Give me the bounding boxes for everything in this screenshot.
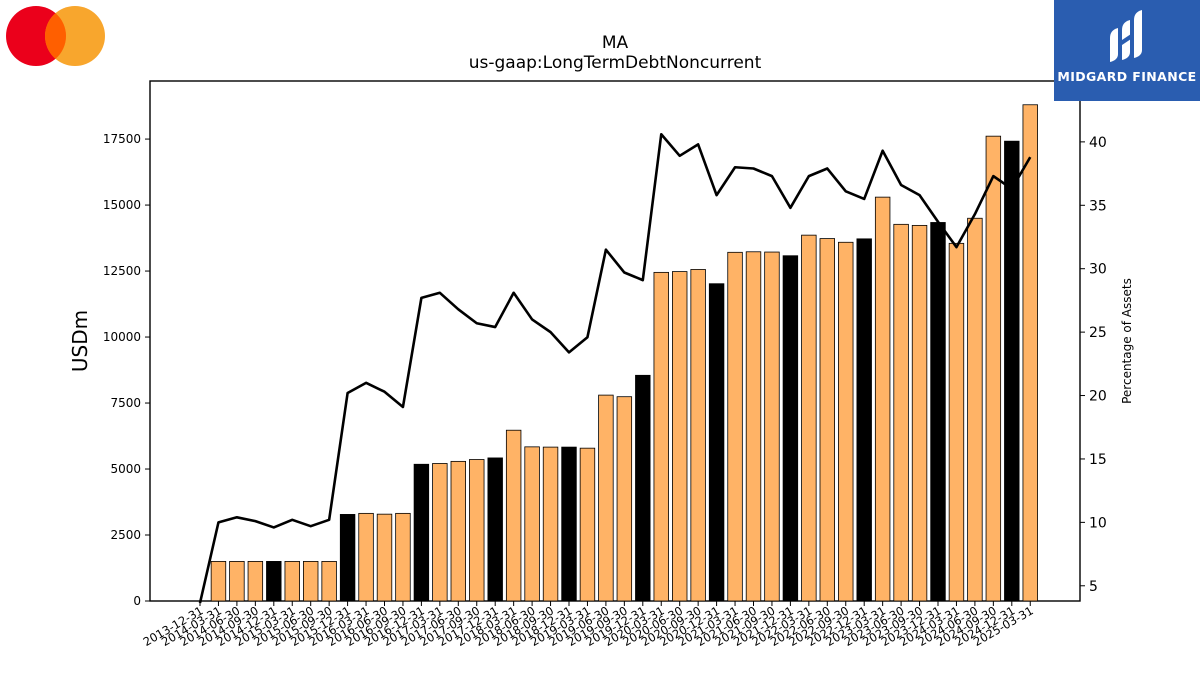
bar-2018-03-31 (505, 429, 522, 602)
bar-2024-09-30 (985, 135, 1002, 602)
bar-2019-03-31 (579, 447, 596, 602)
y2-tick-label-40: 40 (1089, 135, 1107, 151)
y-tick-label-5000: 5000 (110, 462, 141, 476)
bar-2015-03-31 (284, 561, 300, 602)
chart-subtitle: us-gaap:LongTermDebtNoncurrent (468, 53, 762, 73)
bar-2018-09-30 (542, 446, 559, 602)
bar-2022-03-31 (801, 234, 817, 602)
bar-2014-06-30 (229, 561, 245, 602)
y2-axis-label: Percentage of Assets (1120, 278, 1134, 404)
bar-2017-09-30 (469, 459, 485, 602)
bar-2015-06-30 (302, 561, 319, 602)
bar-2021-09-30 (764, 251, 780, 602)
bar-2020-09-30 (690, 269, 706, 602)
midgard-finance-text: MIDGARD FINANCE (1057, 69, 1197, 84)
y2-tick-label-25: 25 (1089, 325, 1107, 341)
midgard-mark-icon (1110, 10, 1142, 62)
bar-2024-06-30 (967, 217, 983, 602)
bar-2021-03-31 (727, 251, 743, 602)
plot-frame (149, 80, 1081, 602)
y2-tick-label-15: 15 (1089, 452, 1107, 468)
bar-2020-12-31 (708, 283, 725, 602)
bar-2020-06-30 (672, 271, 688, 602)
bar-2016-12-31 (413, 463, 430, 602)
chart-title: MA (601, 33, 629, 53)
bar-2018-06-30 (524, 446, 540, 602)
y-tick-label-15000: 15000 (103, 198, 141, 212)
bar-2023-03-31 (874, 196, 891, 602)
bar-2020-03-31 (653, 271, 669, 602)
y2-tick-label-10: 10 (1089, 515, 1107, 531)
bar-2023-06-30 (893, 223, 909, 602)
bar-2015-09-30 (321, 561, 337, 602)
bar-2015-12-31 (339, 514, 356, 602)
y2-tick-label-35: 35 (1089, 198, 1107, 214)
y2-tick-label-20: 20 (1089, 389, 1107, 405)
bar-2023-12-31 (930, 222, 946, 602)
bar-2019-12-31 (635, 374, 651, 602)
bar-2024-03-31 (948, 242, 965, 602)
y2-tick-label-5: 5 (1089, 579, 1098, 595)
bar-2022-09-30 (838, 241, 854, 602)
y-tick-label-17500: 17500 (103, 132, 141, 146)
y2-tick-label-30: 30 (1089, 262, 1107, 278)
midgard-finance-logo: MIDGARD FINANCE (1054, 0, 1200, 101)
mastercard-logo (4, 5, 108, 67)
bar-2014-12-31 (266, 561, 282, 602)
y-tick-label-0: 0 (133, 594, 141, 608)
bar-2023-09-30 (911, 224, 928, 602)
bar-2022-12-31 (856, 238, 872, 602)
bar-2025-03-31 (1022, 104, 1038, 602)
bar-2019-09-30 (616, 396, 633, 602)
y-tick-label-2500: 2500 (110, 528, 141, 542)
y-tick-label-12500: 12500 (103, 264, 141, 278)
bar-2024-12-31 (1004, 140, 1020, 602)
bar-2019-06-30 (598, 394, 614, 602)
y-axis-label: USDm (68, 310, 92, 372)
bar-2014-09-30 (247, 561, 264, 602)
bar-2021-12-31 (782, 255, 799, 602)
y-tick-label-7500: 7500 (110, 396, 141, 410)
bar-2017-03-31 (432, 463, 448, 602)
percent-assets-line (198, 132, 1032, 604)
bar-2016-06-30 (376, 513, 393, 602)
y-tick-label-10000: 10000 (103, 330, 141, 344)
bar-2017-06-30 (450, 460, 467, 602)
bar-2022-06-30 (819, 238, 836, 602)
bar-2018-12-31 (561, 446, 577, 602)
bar-2016-03-31 (358, 512, 374, 602)
bar-2021-06-30 (745, 251, 762, 602)
bar-2016-09-30 (395, 512, 411, 602)
bar-2017-12-31 (487, 457, 503, 602)
bar-2014-03-31 (210, 561, 227, 602)
